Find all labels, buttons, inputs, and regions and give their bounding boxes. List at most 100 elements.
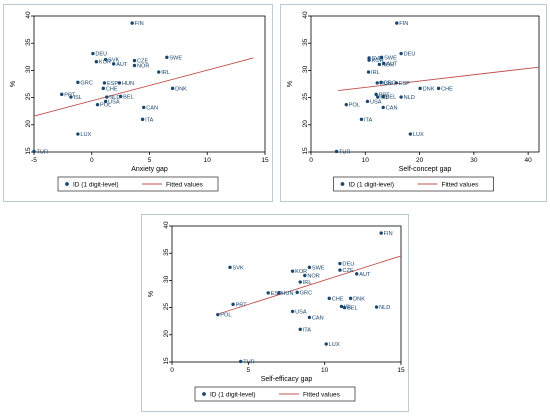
self-efficacy-gap-scatter-plot: 15 20 25 30 35 40 0 5 10 15 Self-efficacy gap% FIN D… <box>148 221 405 402</box>
point-label: HUN <box>122 81 134 87</box>
x-tick-label: 40 <box>525 157 533 164</box>
data-point <box>216 312 220 317</box>
data-point <box>165 55 169 60</box>
y-tick-label: 35 <box>25 38 32 46</box>
y-tick-label: 40 <box>25 11 32 19</box>
data-point <box>374 92 378 97</box>
data-point <box>290 309 295 314</box>
data-point <box>379 231 383 235</box>
data-point <box>418 86 422 91</box>
x-tick-label: 10 <box>321 367 329 374</box>
x-tick-label: 20 <box>416 157 424 164</box>
legend-scatter-marker <box>202 392 206 396</box>
data-point <box>266 291 270 295</box>
data-point <box>231 302 235 307</box>
data-point <box>408 132 413 136</box>
data-point <box>239 359 243 364</box>
y-tick-label: 20 <box>302 120 309 128</box>
x-tick-label: 10 <box>362 157 370 164</box>
point-label: USA <box>108 99 120 105</box>
point-label: NLD <box>404 95 415 101</box>
point-label: AUT <box>116 62 128 68</box>
data-point <box>118 94 123 99</box>
data-point <box>399 51 403 56</box>
data-point <box>334 149 339 154</box>
data-point <box>105 95 109 99</box>
point-label: SVK <box>233 265 244 271</box>
point-label: ITA <box>303 327 312 333</box>
x-tick-label: 15 <box>261 157 269 164</box>
data-point <box>382 61 386 66</box>
self-efficacy-gap-panel: 15 20 25 30 35 40 0 5 10 15 Self-efficacy gap% FIN D… <box>141 214 409 412</box>
legend-box <box>194 386 356 402</box>
y-tick-label: 25 <box>25 93 32 101</box>
legend-scatter-label: ID (1 digit-level) <box>210 391 256 398</box>
point-label: KOR <box>372 58 384 64</box>
point-label: LUX <box>329 342 340 348</box>
x-tick-label: 5 <box>148 157 152 164</box>
point-label: CHE <box>106 86 118 92</box>
point-label: TUR <box>37 149 49 155</box>
x-axis-label: Self-concept gap <box>399 166 452 173</box>
data-point <box>379 55 384 60</box>
data-point <box>157 70 161 74</box>
point-label: BEL <box>123 95 134 101</box>
data-point <box>142 105 146 110</box>
point-label: NLD <box>379 305 390 311</box>
point-label: LUX <box>413 132 424 138</box>
x-tick-label: 0 <box>90 157 94 164</box>
data-point <box>117 81 122 85</box>
point-label: NOR <box>382 62 394 68</box>
y-tick-label: 30 <box>302 65 309 73</box>
data-point <box>399 95 403 99</box>
y-tick-label: 20 <box>163 330 170 338</box>
data-point <box>94 59 99 64</box>
data-point <box>60 92 64 97</box>
point-label: FIN <box>135 21 144 27</box>
point-label: DEU <box>95 52 107 58</box>
data-point <box>365 99 370 104</box>
data-point <box>69 95 73 99</box>
data-point <box>324 342 328 346</box>
point-label: DEU <box>342 262 354 268</box>
data-point <box>101 86 106 91</box>
point-label: NLD <box>109 95 120 101</box>
plot-frame <box>171 225 402 363</box>
data-point <box>95 102 100 107</box>
point-label: SWE <box>312 265 325 271</box>
point-label: POL <box>220 313 231 319</box>
point-label: AUT <box>359 272 371 278</box>
data-point <box>338 268 342 272</box>
data-point <box>130 21 134 25</box>
point-label: GRC <box>300 290 312 296</box>
data-point <box>366 70 371 74</box>
data-point <box>290 269 295 273</box>
point-label: CZE <box>342 268 353 274</box>
y-tick-label: 20 <box>25 120 32 128</box>
point-label: HUN <box>281 291 293 297</box>
data-point <box>298 280 302 284</box>
data-point <box>348 296 353 301</box>
y-tick-label: 40 <box>163 221 170 229</box>
point-label: DNK <box>423 86 435 92</box>
point-label: DNK <box>353 296 365 302</box>
data-point <box>103 57 108 62</box>
point-label: BEL <box>347 306 358 312</box>
data-point <box>359 117 364 122</box>
point-label: USA <box>295 309 307 315</box>
data-point <box>381 105 385 110</box>
point-label: BEL <box>386 95 397 101</box>
data-point <box>307 265 312 270</box>
x-axis-label: Self-efficacy gap <box>261 376 313 383</box>
data-point <box>307 315 312 320</box>
y-axis-label: % <box>10 81 17 87</box>
data-point <box>32 149 36 154</box>
point-label: IRL <box>303 280 312 286</box>
point-label: SVK <box>108 58 119 64</box>
data-point <box>76 132 80 136</box>
data-point <box>377 62 382 67</box>
fitted-values-line <box>33 57 254 117</box>
point-label: SVK <box>372 56 383 62</box>
point-label: ITA <box>145 117 154 123</box>
point-label: PRT <box>236 302 248 308</box>
